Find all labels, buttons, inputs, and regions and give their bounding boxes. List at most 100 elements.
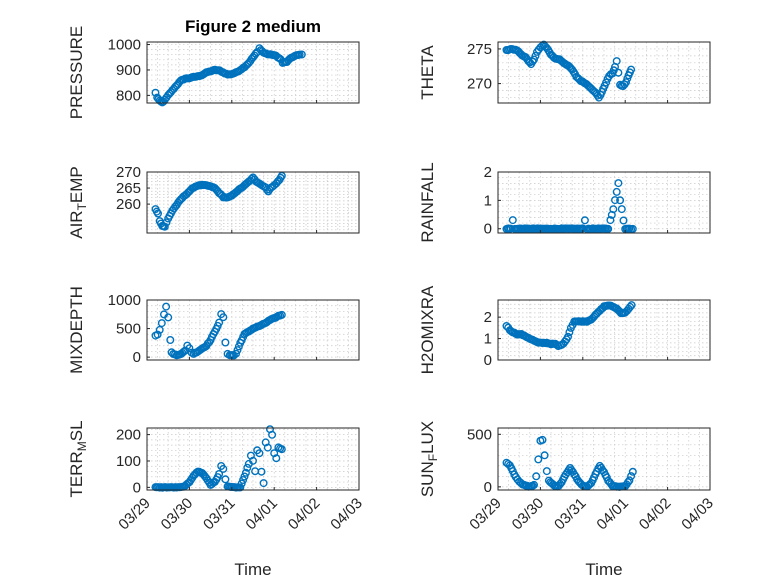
- axes-box: [497, 299, 711, 361]
- subplot-terr-msl: 0 100 200 03/29 03/30 03/31 04/01 04/02 04/03 Tim…: [67, 420, 366, 579]
- x-tick-label: 03/29: [466, 495, 505, 534]
- data-point: [626, 302, 635, 311]
- data-point: [277, 445, 286, 454]
- data-point: [297, 50, 306, 59]
- y-axis-label: AIRTEMP: [67, 166, 89, 239]
- data-point: [627, 65, 636, 74]
- data-point: [166, 336, 175, 345]
- x-tick-label: 04/03: [327, 495, 366, 534]
- data-point: [609, 205, 618, 214]
- y-tick-label: 500: [467, 426, 492, 443]
- subplot-pressure: 800 900 1000 PRESSURE Figure 2 medium: [67, 17, 360, 120]
- data-point: [151, 88, 160, 97]
- data-point: [219, 313, 228, 322]
- figure-title: Figure 2 medium: [185, 17, 321, 36]
- y-tick-label: 0: [133, 349, 141, 366]
- data-point: [215, 318, 224, 327]
- data-point: [530, 55, 539, 64]
- x-axis-label: Time: [585, 560, 622, 579]
- data-point: [534, 455, 543, 464]
- data-point: [624, 478, 633, 487]
- x-tick-label: 04/03: [678, 495, 717, 534]
- y-tick-label: 2: [484, 309, 492, 326]
- data-point: [538, 435, 547, 444]
- axes-box: [146, 427, 360, 491]
- axes-box: [146, 171, 360, 234]
- y-axis-label: THETA: [418, 45, 437, 100]
- data-point: [164, 313, 173, 322]
- y-axis-label: RAINFALL: [418, 162, 437, 242]
- data-point: [604, 224, 613, 233]
- y-tick-label: 500: [116, 321, 141, 338]
- y-axis-label: H2OMIXRA: [418, 285, 437, 374]
- y-tick-label: 1: [484, 331, 492, 348]
- data-point: [616, 196, 625, 205]
- data-point: [564, 332, 573, 341]
- data-point: [532, 472, 541, 481]
- data-point: [233, 346, 242, 355]
- subplot-theta: 270 275 THETA: [418, 40, 711, 104]
- data-point: [540, 451, 549, 460]
- data-point: [627, 301, 636, 310]
- y-tick-label: 200: [116, 427, 141, 444]
- data-point: [153, 209, 162, 218]
- data-point: [531, 51, 540, 60]
- data-point: [162, 302, 171, 311]
- data-point: [215, 470, 224, 479]
- y-tick-label: 900: [116, 62, 141, 79]
- x-tick-label: 03/31: [200, 495, 239, 534]
- data-point: [157, 319, 166, 328]
- data-point: [628, 467, 637, 476]
- data-point: [628, 224, 637, 233]
- data-point: [272, 454, 281, 463]
- data-point: [229, 351, 238, 360]
- y-tick-label: 0: [484, 221, 492, 238]
- data-point: [153, 330, 162, 339]
- data-point: [565, 328, 574, 337]
- y-axis-label: MIXDEPTH: [67, 286, 86, 374]
- x-tick-label: 03/30: [509, 495, 548, 534]
- x-tick-label: 04/01: [593, 495, 632, 534]
- axes-box: [497, 427, 711, 491]
- y-tick-label: 260: [116, 196, 141, 213]
- y-tick-label: 270: [116, 164, 141, 181]
- data-point: [606, 216, 615, 225]
- data-point: [619, 216, 628, 225]
- data-point: [221, 338, 230, 347]
- axes-box: [146, 299, 360, 361]
- data-point: [221, 475, 230, 484]
- x-tick-label: 03/29: [115, 495, 154, 534]
- axes-box: [497, 41, 711, 104]
- data-point: [625, 476, 634, 485]
- x-tick-label: 03/31: [551, 495, 590, 534]
- data-point: [231, 349, 240, 358]
- x-tick-label: 03/30: [158, 495, 197, 534]
- x-tick-label: 04/02: [285, 495, 324, 534]
- data-point: [268, 430, 277, 439]
- data-point: [542, 467, 551, 476]
- data-point: [240, 472, 249, 481]
- data-point: [530, 480, 539, 489]
- data-point: [243, 463, 252, 472]
- data-point: [602, 78, 611, 87]
- y-axis-label: TERRMSL: [67, 420, 89, 497]
- data-point: [622, 78, 631, 87]
- y-tick-label: 0: [133, 479, 141, 496]
- y-tick-label: 1: [484, 192, 492, 209]
- y-tick-label: 800: [116, 87, 141, 104]
- y-tick-label: 0: [484, 479, 492, 496]
- data-point: [185, 344, 194, 353]
- data-point: [627, 472, 636, 481]
- subplot-h2omixra: 0 1 2 H2OMIXRA: [418, 285, 711, 374]
- y-tick-label: 0: [484, 352, 492, 369]
- y-tick-label: 100: [116, 453, 141, 470]
- data-point: [155, 325, 164, 334]
- y-axis-label: SUNFLUX: [418, 421, 440, 497]
- data-point: [508, 216, 517, 225]
- y-tick-label: 1000: [108, 292, 141, 309]
- data-point: [241, 468, 250, 477]
- y-axis-label: PRESSURE: [67, 26, 86, 120]
- x-tick-label: 04/01: [242, 495, 281, 534]
- data-point: [617, 205, 626, 214]
